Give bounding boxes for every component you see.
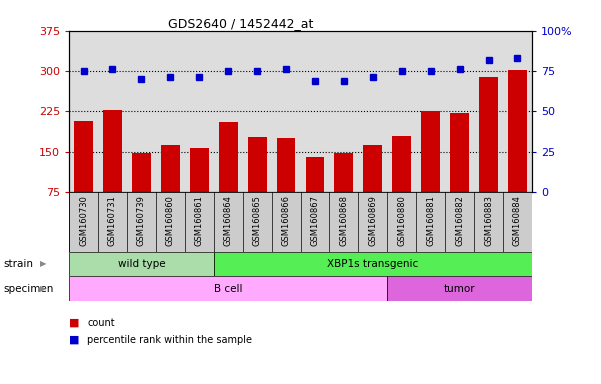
Text: GSM160730: GSM160730 <box>79 195 88 246</box>
Text: GSM160861: GSM160861 <box>195 195 204 246</box>
Text: ■: ■ <box>69 335 79 345</box>
Bar <box>69 276 387 301</box>
Bar <box>103 110 122 192</box>
Text: GSM160867: GSM160867 <box>311 195 320 246</box>
Text: GSM160865: GSM160865 <box>252 195 261 246</box>
Text: tumor: tumor <box>444 284 475 294</box>
Text: GSM160739: GSM160739 <box>137 195 146 246</box>
Text: ▶: ▶ <box>40 285 47 293</box>
Bar <box>161 145 180 192</box>
Text: GSM160731: GSM160731 <box>108 195 117 246</box>
Bar <box>305 157 325 192</box>
Text: GSM160869: GSM160869 <box>368 195 377 246</box>
Bar <box>190 148 209 192</box>
Text: XBP1s transgenic: XBP1s transgenic <box>327 259 418 269</box>
Text: percentile rank within the sample: percentile rank within the sample <box>87 335 252 345</box>
Text: GSM160880: GSM160880 <box>397 195 406 246</box>
Bar <box>214 252 532 276</box>
Text: ▶: ▶ <box>40 260 47 268</box>
Bar <box>392 136 411 192</box>
Bar <box>219 122 237 192</box>
Bar <box>69 252 214 276</box>
Bar <box>335 153 353 192</box>
Bar <box>450 113 469 192</box>
Bar <box>387 276 532 301</box>
Bar <box>364 145 382 192</box>
Text: GSM160884: GSM160884 <box>513 195 522 246</box>
Text: GSM160866: GSM160866 <box>281 195 290 246</box>
Text: wild type: wild type <box>118 259 165 269</box>
Text: GSM160860: GSM160860 <box>166 195 175 246</box>
Text: GSM160883: GSM160883 <box>484 195 493 246</box>
Text: ■: ■ <box>69 318 79 328</box>
Text: GSM160882: GSM160882 <box>455 195 464 246</box>
Text: specimen: specimen <box>3 284 53 294</box>
Text: B cell: B cell <box>214 284 242 294</box>
Text: GSM160868: GSM160868 <box>340 195 349 246</box>
Bar <box>508 70 527 192</box>
Bar <box>276 138 296 192</box>
Bar <box>479 78 498 192</box>
Text: GDS2640 / 1452442_at: GDS2640 / 1452442_at <box>168 17 313 30</box>
Bar <box>74 121 93 192</box>
Text: count: count <box>87 318 115 328</box>
Bar <box>248 137 266 192</box>
Text: GSM160864: GSM160864 <box>224 195 233 246</box>
Bar <box>132 153 151 192</box>
Text: strain: strain <box>3 259 33 269</box>
Bar <box>421 111 440 192</box>
Text: GSM160881: GSM160881 <box>426 195 435 246</box>
